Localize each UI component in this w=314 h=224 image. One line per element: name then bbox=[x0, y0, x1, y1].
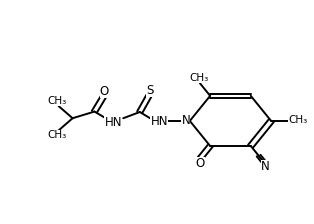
Text: HN: HN bbox=[105, 116, 122, 129]
Text: S: S bbox=[146, 84, 154, 97]
Text: HN: HN bbox=[150, 115, 168, 128]
Text: O: O bbox=[195, 157, 205, 170]
Text: CH₃: CH₃ bbox=[190, 73, 209, 83]
Text: N: N bbox=[261, 160, 270, 173]
Text: CH₃: CH₃ bbox=[47, 130, 67, 140]
Text: CH₃: CH₃ bbox=[288, 115, 307, 125]
Text: N: N bbox=[181, 114, 190, 127]
Text: CH₃: CH₃ bbox=[47, 96, 67, 106]
Text: O: O bbox=[100, 85, 109, 98]
